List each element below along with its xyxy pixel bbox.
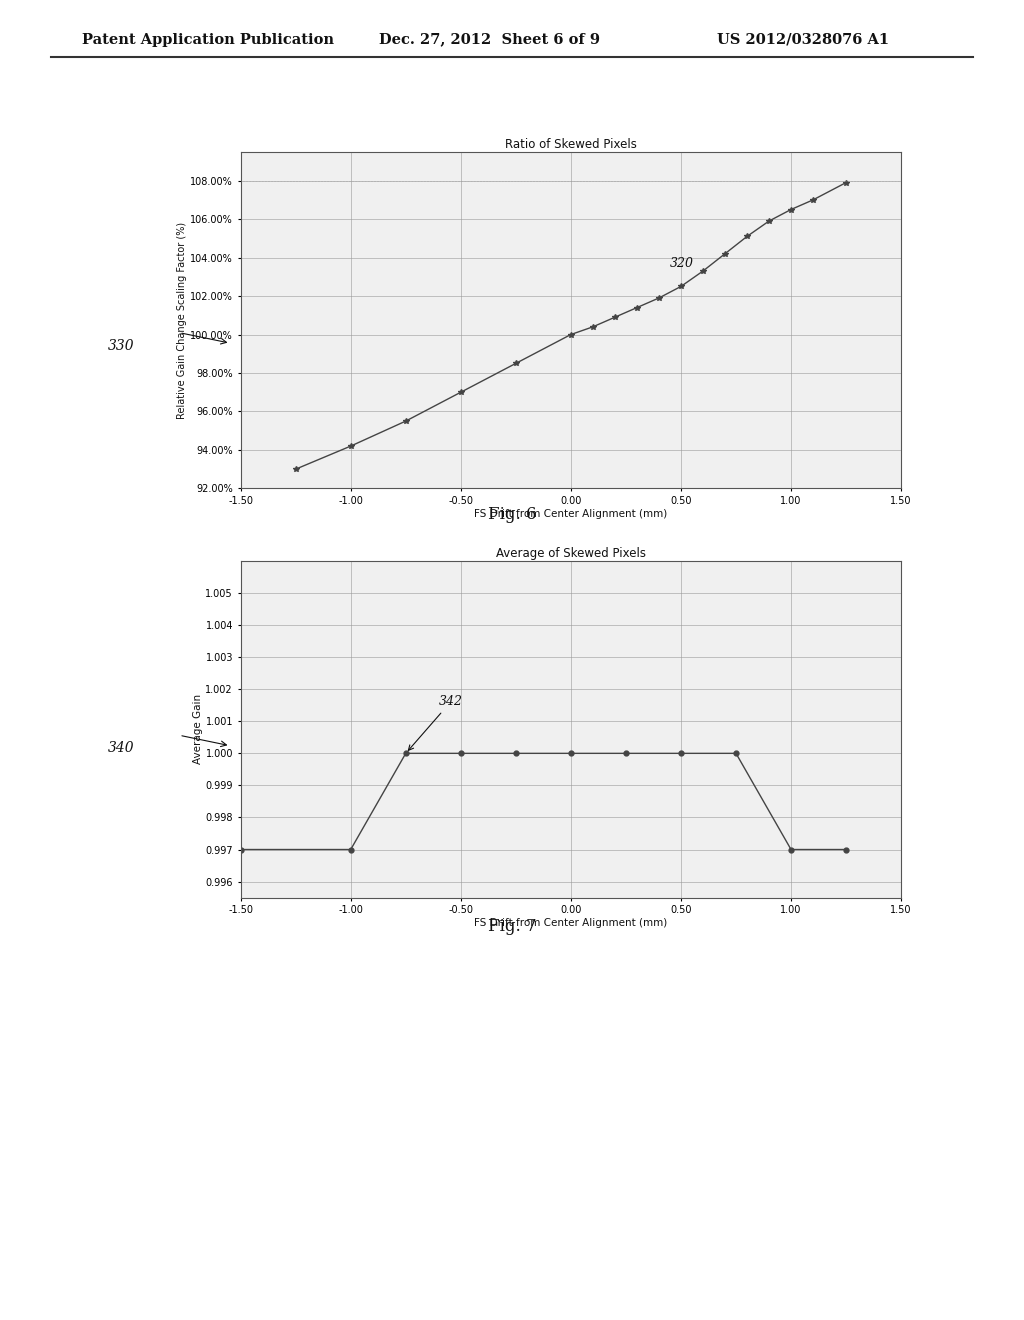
Text: 340: 340 [108,742,134,755]
Text: 342: 342 [409,696,463,750]
Title: Average of Skewed Pixels: Average of Skewed Pixels [496,546,646,560]
Text: Dec. 27, 2012  Sheet 6 of 9: Dec. 27, 2012 Sheet 6 of 9 [379,33,600,46]
Text: Patent Application Publication: Patent Application Publication [82,33,334,46]
Text: 320: 320 [670,257,694,271]
Title: Ratio of Skewed Pixels: Ratio of Skewed Pixels [505,137,637,150]
Text: Fig. 6: Fig. 6 [487,506,537,523]
Text: Fig. 7: Fig. 7 [487,917,537,935]
Y-axis label: Average Gain: Average Gain [193,694,203,764]
Text: 330: 330 [108,339,134,352]
X-axis label: FS Drift from Center Alignment (mm): FS Drift from Center Alignment (mm) [474,917,668,928]
Text: US 2012/0328076 A1: US 2012/0328076 A1 [717,33,889,46]
X-axis label: FS Drift from Center Alignment (mm): FS Drift from Center Alignment (mm) [474,508,668,519]
Y-axis label: Relative Gain Change Scaling Factor (%): Relative Gain Change Scaling Factor (%) [177,222,187,418]
